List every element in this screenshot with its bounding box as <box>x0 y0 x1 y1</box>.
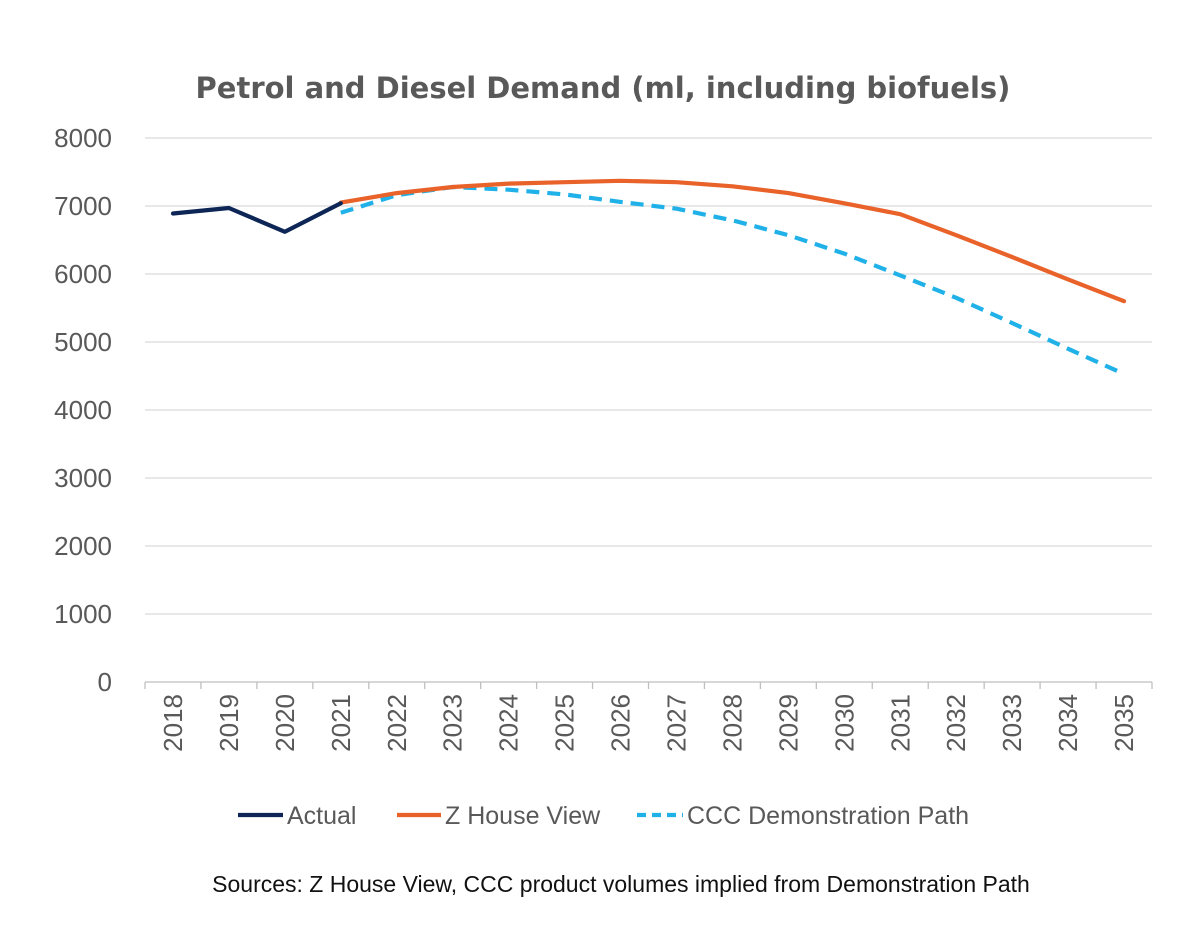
series-line-z-house-view <box>338 178 1127 304</box>
y-tick-label: 4000 <box>54 395 112 425</box>
x-tick-label: 2035 <box>1109 694 1139 752</box>
x-tick-label: 2029 <box>773 694 803 752</box>
series-line-actual <box>170 201 343 234</box>
y-tick-label: 6000 <box>54 259 112 289</box>
x-tick-label: 2028 <box>717 694 747 752</box>
x-tick-label: 2031 <box>885 694 915 752</box>
y-tick-label: 0 <box>98 667 112 697</box>
x-tick-label: 2026 <box>606 694 636 752</box>
x-tick-label: 2025 <box>550 694 580 752</box>
x-tick-label: 2034 <box>1053 694 1083 752</box>
legend-label: CCC Demonstration Path <box>687 802 969 830</box>
x-axis <box>144 681 1153 689</box>
series-lines <box>170 178 1127 376</box>
x-tick-label: 2020 <box>270 694 300 752</box>
y-tick-label: 3000 <box>54 463 112 493</box>
legend: Actual Z House View CCC Demonstration Path <box>238 802 969 830</box>
x-tick-label: 2023 <box>438 694 468 752</box>
y-tick-label: 5000 <box>54 327 112 357</box>
y-tick-label: 2000 <box>54 531 112 561</box>
chart-title: Petrol and Diesel Demand (ml, including … <box>196 71 1011 105</box>
x-tick-label: 2022 <box>382 694 412 752</box>
x-tick-label: 2019 <box>214 694 244 752</box>
legend-label: Actual <box>287 802 356 830</box>
x-tick-label: 2027 <box>661 694 691 752</box>
y-tick-label: 8000 <box>54 123 112 153</box>
x-axis-tick-labels: 2018 2019 2020 2021 2022 2023 2024 2025 2026 2027… <box>158 694 1139 752</box>
y-axis-tick-labels: 0 1000 2000 3000 4000 5000 6000 7000 8000 <box>54 123 112 697</box>
gridlines <box>145 137 1152 615</box>
x-tick-label: 2030 <box>829 694 859 752</box>
series-line-ccc-demonstration-path <box>340 184 1125 376</box>
y-tick-label: 1000 <box>54 599 112 629</box>
x-tick-label: 2021 <box>326 694 356 752</box>
source-note: Sources: Z House View, CCC product volum… <box>212 871 1030 897</box>
x-tick-label: 2018 <box>158 694 188 752</box>
x-tick-label: 2032 <box>941 694 971 752</box>
y-tick-label: 7000 <box>54 191 112 221</box>
legend-label: Z House View <box>445 802 601 830</box>
x-tick-label: 2024 <box>494 694 524 752</box>
x-tick-label: 2033 <box>997 694 1027 752</box>
